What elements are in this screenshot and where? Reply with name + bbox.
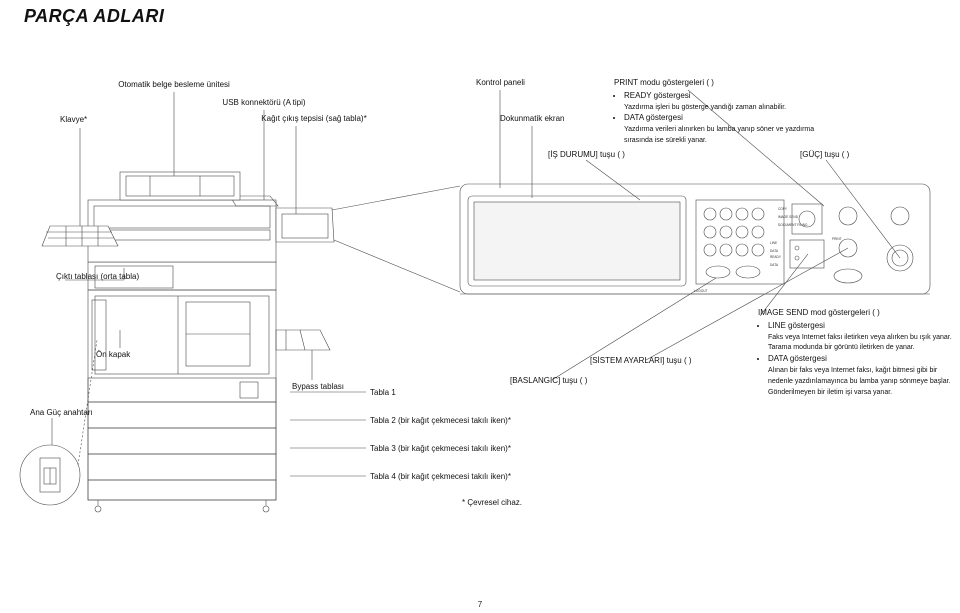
label-tray3: Tabla 3 (bir kağıt çekmecesi takılı iken… <box>370 444 511 455</box>
image-line-desc: Faks veya Internet faksı iletirken veya … <box>768 334 952 352</box>
print-data-desc: Yazdırma verileri alınırken bu lamba yan… <box>624 126 814 144</box>
image-line: LINE göstergesi <box>768 321 825 330</box>
svg-text:LOGOUT: LOGOUT <box>694 289 708 293</box>
label-system-settings: [SİSTEM AYARLARI] tuşu ( ) <box>590 356 692 367</box>
label-main-power: Ana Güç anahtarı <box>30 408 93 419</box>
svg-text:DATA: DATA <box>770 263 779 267</box>
label-front-cover: Ön kapak <box>96 350 130 361</box>
label-job-status: [İŞ DURUMU] tuşu ( ) <box>548 150 625 161</box>
label-touch-panel: Dokunmatik ekran <box>500 114 564 125</box>
image-send-title: IMAGE SEND mod göstergeleri ( ) <box>758 308 880 317</box>
label-control-panel: Kontrol paneli <box>476 78 525 89</box>
label-power-key: [GÜÇ] tuşu ( ) <box>800 150 849 161</box>
label-tray4: Tabla 4 (bir kağıt çekmecesi takılı iken… <box>370 472 511 483</box>
home-key-text: [BASLANGIC] tuşu ( ) <box>510 376 587 385</box>
svg-text:DATA: DATA <box>770 249 779 253</box>
label-job-status-text: [İŞ DURUMU] tuşu ( ) <box>548 150 625 159</box>
print-ready-desc: Yazdırma işleri bu gösterge yandığı zama… <box>624 104 786 111</box>
label-output-tray: Çıktı tablası (orta tabla) <box>56 272 139 283</box>
image-data-desc: Alınan bir faks veya Internet faksı, kağ… <box>768 367 951 396</box>
label-home-key: [BASLANGIC] tuşu ( ) <box>510 376 587 387</box>
label-tray2: Tabla 2 (bir kağıt çekmecesi takılı iken… <box>370 416 511 427</box>
print-ready: READY göstergesi <box>624 91 691 100</box>
label-print-mode: PRINT modu göstergeleri ( ) READY göster… <box>614 78 834 147</box>
label-footnote: * Çevresel cihaz. <box>462 498 522 509</box>
label-bypass: Bypass tablası <box>292 382 344 393</box>
label-image-send: IMAGE SEND mod göstergeleri ( ) LINE gös… <box>758 308 958 398</box>
image-data: DATA göstergesi <box>768 354 827 363</box>
print-mode-title: PRINT modu göstergeleri ( ) <box>614 78 714 87</box>
label-tray1: Tabla 1 <box>370 388 396 399</box>
svg-text:PRINT: PRINT <box>832 237 842 241</box>
label-keyboard: Klavye* <box>60 115 87 126</box>
svg-text:LINE: LINE <box>770 241 777 245</box>
label-power-key-text: [GÜÇ] tuşu ( ) <box>800 150 849 159</box>
label-usb: USB konnektörü (A tipi) <box>222 98 305 109</box>
label-exit-tray-right: Kağıt çıkış tepsisi (sağ tabla)* <box>261 114 366 125</box>
svg-text:COPY: COPY <box>778 207 788 211</box>
system-settings-text: [SİSTEM AYARLARI] tuşu ( ) <box>590 356 692 365</box>
page-number: 7 <box>478 600 482 609</box>
print-data: DATA göstergesi <box>624 113 683 122</box>
label-adf: Otomatik belge besleme ünitesi <box>118 80 230 91</box>
svg-text:IMAGE SEND: IMAGE SEND <box>778 215 799 219</box>
svg-text:READY: READY <box>770 255 782 259</box>
